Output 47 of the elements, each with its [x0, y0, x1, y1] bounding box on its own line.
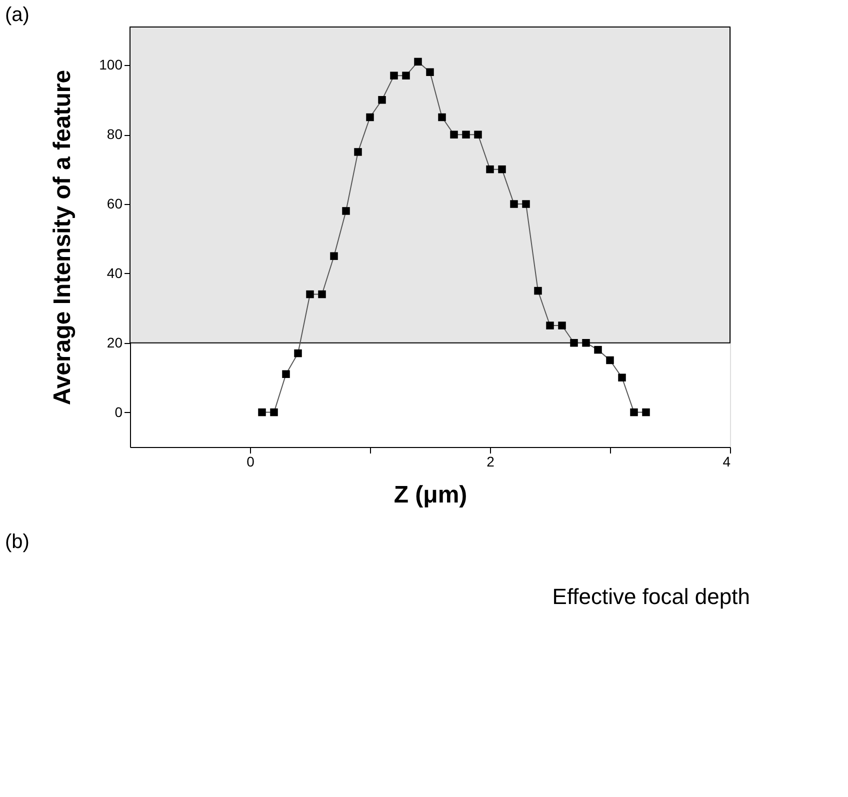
point	[534, 286, 542, 295]
x-tick-label: 0	[246, 454, 255, 470]
point	[510, 200, 518, 208]
point	[642, 408, 650, 416]
point	[630, 408, 638, 416]
text: (a)	[5, 4, 30, 26]
point	[522, 200, 530, 208]
x-tick-label: 2	[486, 454, 495, 470]
y-tick-label: 0	[114, 404, 123, 420]
point	[606, 356, 614, 364]
point	[486, 165, 494, 174]
point	[294, 349, 302, 358]
y-tick-label: 20	[106, 334, 123, 350]
point	[390, 72, 398, 80]
point	[582, 338, 590, 347]
point	[546, 322, 554, 330]
point	[318, 290, 326, 298]
point	[594, 346, 602, 354]
x-tick-label: 4	[722, 454, 731, 470]
point	[306, 290, 314, 298]
point	[570, 338, 578, 347]
y-tick-label: 40	[106, 264, 123, 281]
point	[378, 96, 386, 104]
point	[282, 370, 290, 378]
y-tick-label: 100	[99, 56, 123, 73]
text: (b)	[5, 531, 30, 553]
point	[558, 322, 566, 330]
point	[618, 374, 626, 382]
point	[450, 130, 458, 138]
point	[366, 113, 374, 122]
point	[270, 408, 278, 416]
point	[342, 207, 350, 215]
x-axis-title: Z (μm)	[394, 482, 468, 508]
point	[414, 58, 422, 66]
point	[330, 252, 338, 260]
y-tick-label: 60	[106, 196, 123, 212]
point	[474, 130, 482, 138]
point	[462, 130, 470, 138]
y-axis-title: Average Intensity of a feature	[49, 70, 76, 406]
point	[258, 408, 266, 416]
y-tick-label: 80	[106, 126, 123, 142]
point	[498, 165, 506, 174]
point	[354, 148, 362, 156]
text: Effective focal depth	[552, 584, 750, 609]
point	[438, 113, 446, 122]
point	[402, 72, 410, 80]
point	[426, 68, 434, 76]
